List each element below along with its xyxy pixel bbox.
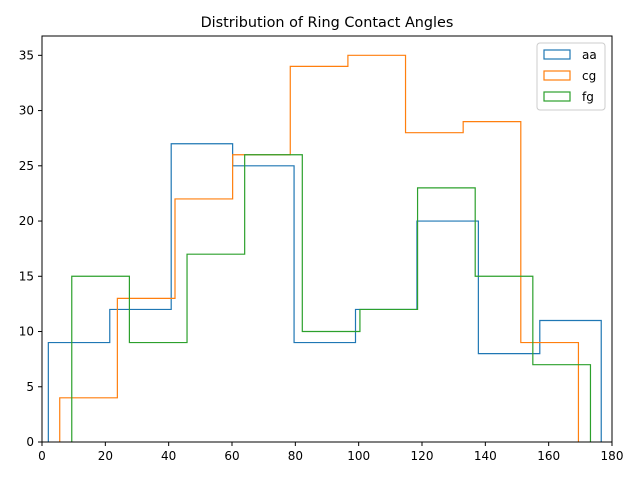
x-tick-label: 140 xyxy=(474,449,497,463)
legend-label-fg: fg xyxy=(582,90,594,104)
y-tick-label: 5 xyxy=(26,380,34,394)
legend-label-cg: cg xyxy=(582,69,596,83)
legend-swatch-fg xyxy=(543,91,571,102)
y-tick-label: 25 xyxy=(19,159,34,173)
x-tick-label: 0 xyxy=(38,449,46,463)
y-tick-label: 30 xyxy=(19,104,34,118)
x-tick-label: 60 xyxy=(224,449,239,463)
series-cg-step-line xyxy=(59,54,580,442)
x-tick-label: 100 xyxy=(347,449,370,463)
x-tick-label: 40 xyxy=(161,449,176,463)
x-tick-label: 20 xyxy=(98,449,113,463)
plot-frame xyxy=(41,35,613,443)
ticks-layer: 0 20 40 60 80 100 120 140 160 180 0 5 10 15 20 25 30 35 xyxy=(19,48,624,463)
series-aa-step-line xyxy=(47,143,602,442)
y-tick-label: 15 xyxy=(19,269,34,283)
series-layer xyxy=(47,54,602,442)
x-tick-label: 160 xyxy=(537,449,560,463)
axes-layer xyxy=(41,35,613,443)
legend-swatch-cg xyxy=(543,70,571,81)
legend-box xyxy=(536,42,606,111)
chart-title: Distribution of Ring Contact Angles xyxy=(201,15,454,31)
x-tick-label: 180 xyxy=(601,449,624,463)
legend: aa cg fg xyxy=(536,42,606,111)
y-tick-label: 20 xyxy=(19,214,34,228)
series-fg-step-line xyxy=(71,154,592,442)
legend-swatch-aa xyxy=(543,49,571,60)
y-tick-label: 0 xyxy=(26,435,34,449)
legend-label-aa: aa xyxy=(582,48,597,62)
x-tick-label: 120 xyxy=(411,449,434,463)
y-tick-label: 10 xyxy=(19,325,34,339)
x-tick-label: 80 xyxy=(288,449,303,463)
y-tick-label: 35 xyxy=(19,48,34,62)
